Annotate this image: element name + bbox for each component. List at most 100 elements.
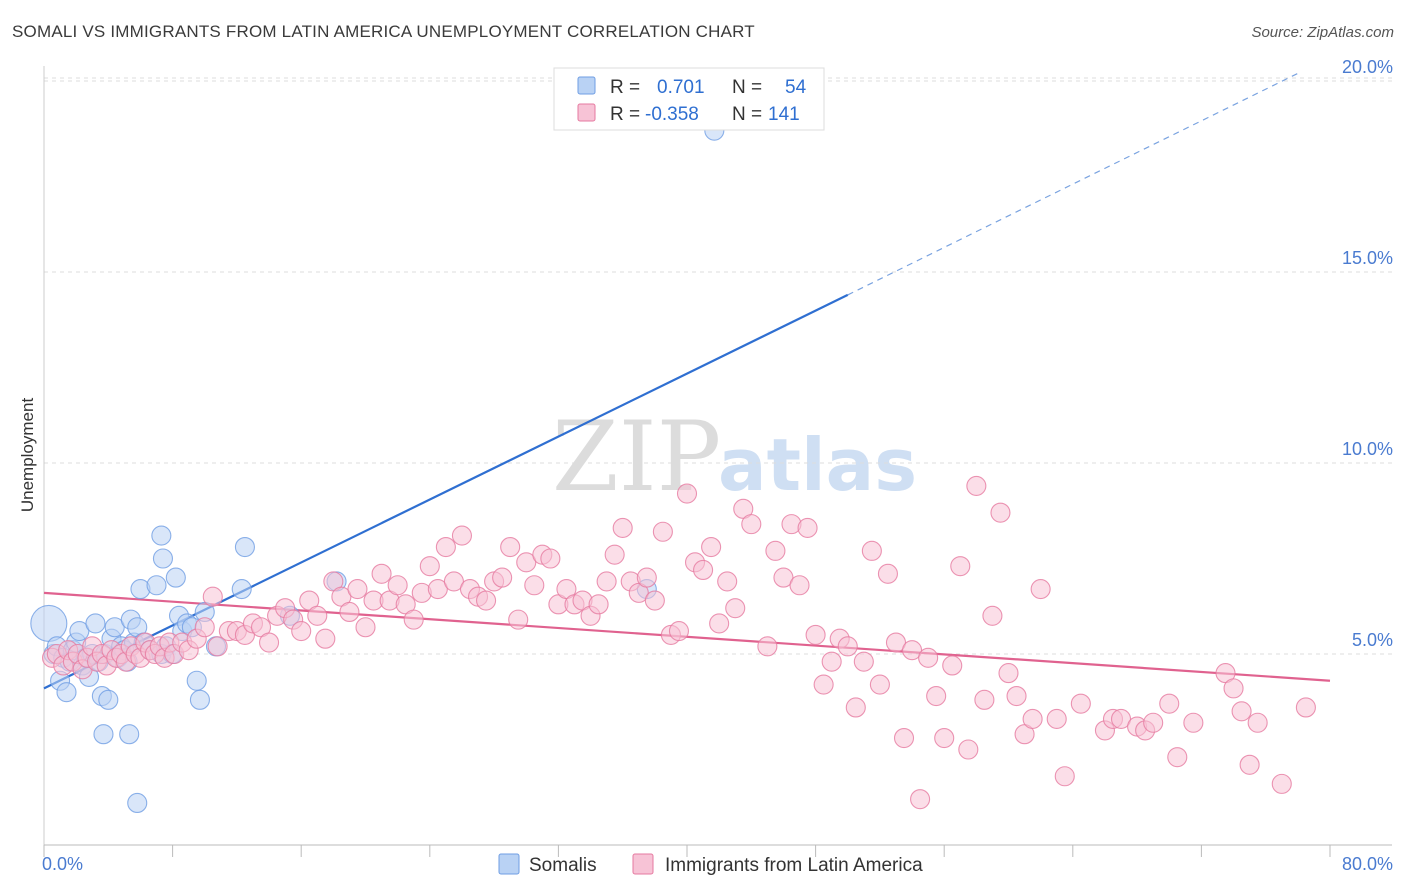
legend-n-label-latin-america: N = [732,104,762,125]
data-point [119,724,140,745]
y-tick-label: 20.0% [1342,57,1393,77]
data-point [207,636,228,657]
data-point [701,536,722,558]
data-point [789,575,810,596]
data-point [189,689,210,710]
data-point [347,579,368,600]
legend-n-label-somalis: N = [732,77,762,98]
data-point [765,540,786,561]
y-tick-label: 15.0% [1342,248,1393,268]
data-point [315,628,336,649]
data-point [516,552,537,573]
data-point [958,739,979,760]
data-point [476,590,497,611]
data-point [194,617,215,638]
legend-r-value-somalis: 0.701 [657,77,705,98]
data-point [950,556,971,577]
bottom-legend-swatch-latin-america [632,853,654,875]
data-point [1022,708,1043,729]
data-point [596,571,617,592]
data-point [524,575,545,596]
data-point [901,640,923,661]
data-point [427,579,448,600]
data-point [1143,712,1164,733]
data-point [676,483,698,504]
data-point [508,609,529,630]
data-point [910,789,931,810]
y-tick-labels: 5.0% 10.0% 15.0% 20.0% [1342,57,1393,650]
data-point [1070,693,1091,714]
data-point [1183,712,1204,733]
data-point [1054,766,1075,787]
data-point [387,575,408,596]
data-point [1046,708,1067,729]
data-point [355,617,376,638]
data-point [443,571,464,592]
axes [43,66,1392,857]
data-point [1271,773,1292,794]
y-tick-label: 5.0% [1352,630,1393,650]
bottom-legend-label-somalis: Somalis [529,855,597,876]
legend-swatch-latin-america [577,103,596,122]
data-point [757,636,778,657]
data-point [990,502,1011,523]
data-point [1030,579,1051,600]
data-point [146,575,167,596]
data-point [419,556,440,577]
data-point [152,548,174,569]
data-point [258,632,280,653]
data-point [588,594,609,615]
watermark: ZIP atlas [552,401,917,513]
legend-r-value-latin-america: -0.358 [645,104,699,125]
data-point [234,536,255,558]
legend-n-value-somalis: 54 [785,77,807,98]
data-point [869,674,890,695]
data-point [127,792,148,814]
data-point [877,563,898,584]
data-point [1223,678,1244,699]
legend-box [553,67,825,131]
x-tick-label-max: 80.0% [1342,854,1393,874]
legend-r-label-latin-america: R = [610,104,640,125]
data-point [151,525,172,546]
data-point [451,525,473,546]
data-point [837,636,858,657]
data-point [636,567,657,588]
data-point [85,613,106,634]
data-point [1159,693,1180,714]
data-point [339,601,360,623]
data-point [966,475,987,496]
data-point [998,663,1019,684]
data-point [435,536,456,558]
y-tick-label: 10.0% [1342,439,1393,459]
data-point [717,571,738,592]
data-point [805,624,826,645]
data-point [403,609,424,630]
legend-stats: R = 0.701 N = 54 R = -0.358 N = 141 [553,67,825,131]
data-point [885,632,907,653]
x-tick-label-min: 0.0% [42,854,83,874]
chart-title: SOMALI VS IMMIGRANTS FROM LATIN AMERICA … [12,22,755,41]
legend-series: Somalis Immigrants from Latin America [498,853,923,876]
data-point [30,604,68,642]
data-point [1167,747,1188,768]
grid-lines [44,77,1392,655]
data-point [797,517,818,538]
data-point [893,727,915,749]
data-point [644,590,665,611]
watermark-atlas: atlas [718,423,917,507]
chart-source: Source: ZipAtlas.com [1251,24,1394,41]
data-point [1006,685,1027,707]
data-point [231,579,252,600]
bottom-legend-swatch-somalis [498,853,520,875]
data-point [813,674,834,695]
data-point [725,598,746,619]
data-point [202,586,223,607]
data-point [186,670,207,691]
data-point [934,727,955,749]
data-point [1247,712,1268,733]
series-latin-america-points [41,475,1316,810]
data-point [773,567,794,588]
data-points [30,120,1316,814]
data-point [942,655,963,676]
